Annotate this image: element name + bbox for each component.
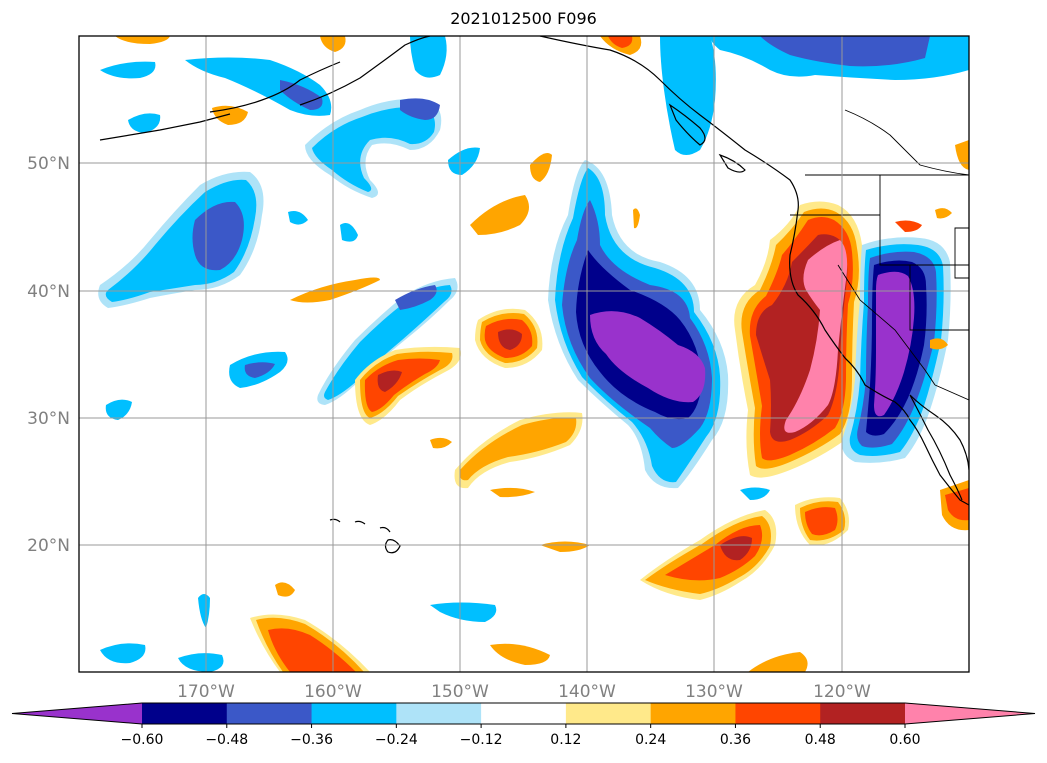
- colorbar-segment: [142, 703, 228, 724]
- ridge-se-mid: [805, 507, 838, 536]
- colorbar-tick-label: 0.48: [805, 732, 836, 748]
- coastal-ridge-strong: [784, 240, 848, 433]
- trough-blob-a-mid: [244, 362, 275, 378]
- ridge-blob-l: [748, 652, 808, 672]
- trough-blob-f: [448, 147, 480, 175]
- trough-blob-j: [198, 594, 210, 628]
- lon-label: 170°W: [177, 682, 235, 702]
- colorbar-segment: [565, 703, 652, 724]
- trough-blob-k: [340, 222, 358, 242]
- lon-label: 140°W: [558, 682, 616, 702]
- ridge-blob-a-high: [377, 370, 402, 392]
- mid-trough-band-low: [324, 285, 452, 400]
- colorbar-segment: [481, 703, 567, 724]
- longitude-labels: 170°W 160°W 150°W 140°W 130°W 120°W: [177, 682, 871, 702]
- colorbar-tick-label: −0.12: [460, 732, 503, 748]
- ridge-sw-mid: [268, 628, 356, 672]
- ridge-blob-r: [930, 338, 948, 350]
- alaska-trough: [410, 36, 447, 78]
- north-trough-band-mid: [280, 80, 323, 110]
- borders: [790, 36, 969, 401]
- colorbar-segment: [650, 703, 736, 724]
- ridge-blob-t: [935, 208, 952, 219]
- trough-blob-g: [100, 61, 156, 79]
- north-arc-low: [312, 107, 435, 192]
- ridge-blob-c: [470, 195, 529, 235]
- colorbar-segment: [226, 703, 313, 724]
- ridge-blob-p: [955, 140, 969, 170]
- lat-label: 20°N: [27, 536, 70, 556]
- ridge-blob-m-mid: [945, 488, 969, 521]
- ridge-east-high: [720, 536, 752, 561]
- colorbar-segment: [820, 703, 906, 724]
- colorbar-tick-label: −0.48: [205, 732, 248, 748]
- trough-blob-c: [100, 643, 146, 664]
- trough-blob-e: [430, 602, 497, 622]
- colorbar-tick-label: 0.36: [720, 732, 751, 748]
- colorbar-extend-low: [12, 703, 142, 724]
- colorbar-segment: [735, 703, 821, 724]
- trough-blob-d: [178, 653, 224, 672]
- lon-label: 130°W: [685, 682, 743, 702]
- coastlines: [99, 36, 969, 554]
- north-arc-mid: [400, 98, 440, 120]
- lat-label: 40°N: [27, 282, 70, 302]
- ridge-blob-h: [540, 541, 590, 552]
- map-title: 2021012500 F096: [450, 9, 597, 28]
- graticule: [79, 36, 969, 672]
- ridge-band-south-low: [459, 417, 577, 481]
- trough-blob-h: [128, 113, 161, 133]
- ridge-blob-e: [290, 277, 380, 303]
- trough-blob-i: [740, 487, 770, 500]
- colorbar: −0.60 −0.48 −0.36 −0.24 −0.12 0.12 0.24 0.36 0.4…: [11, 702, 1036, 748]
- lon-label: 160°W: [304, 682, 362, 702]
- contour-field: [98, 36, 969, 672]
- ridge-blob-u: [633, 208, 640, 229]
- ridge-blob-k: [430, 437, 452, 449]
- lat-label: 50°N: [27, 154, 70, 174]
- ridge-blob-g: [490, 643, 550, 665]
- ridge-blob-o-mid: [608, 36, 633, 48]
- lon-label: 150°W: [431, 682, 489, 702]
- trough-blob-l: [288, 211, 308, 225]
- ne-trough-mid: [760, 36, 930, 67]
- colorbar-tick-label: −0.60: [121, 732, 164, 748]
- ridge-blob-b-high: [498, 329, 522, 350]
- colorbar-extend-high: [905, 703, 1035, 724]
- nw-trough-mid: [192, 201, 244, 271]
- map-frame: [78, 35, 970, 673]
- colorbar-tick-label: 0.24: [635, 732, 666, 748]
- nw-coast-trough: [660, 36, 716, 155]
- colorbar-tick-label: 0.12: [550, 732, 581, 748]
- ridge-blob-q: [895, 220, 922, 232]
- latitude-labels: 50°N 40°N 30°N 20°N: [27, 154, 70, 556]
- colorbar-segment: [396, 703, 482, 724]
- colorbar-segment: [311, 703, 397, 724]
- trough-blob-b: [105, 399, 132, 420]
- ridge-blob-d: [530, 152, 552, 182]
- lat-label: 30°N: [27, 409, 70, 429]
- inland-trough-strong: [874, 271, 915, 417]
- colorbar-tick-label: −0.24: [375, 732, 418, 748]
- colorbar-tick-label: 0.60: [889, 732, 920, 748]
- ridge-blob-a-mid: [364, 358, 440, 412]
- ridge-blob-j: [275, 582, 295, 597]
- colorbar-tick-label: −0.36: [290, 732, 333, 748]
- trough-strong: [590, 311, 706, 403]
- ridge-blob-i: [490, 487, 535, 498]
- ridge-blob-s: [115, 36, 170, 44]
- lon-label: 120°W: [813, 682, 871, 702]
